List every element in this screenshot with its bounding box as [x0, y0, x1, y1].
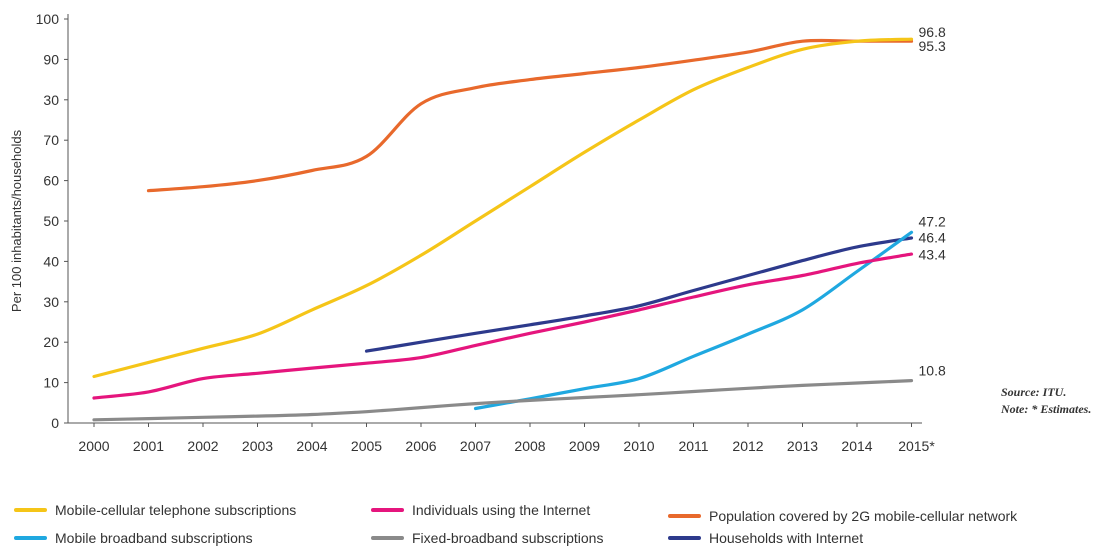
y-tick-label: 100 — [36, 11, 60, 27]
legend-swatch — [668, 514, 701, 518]
legend-label: Individuals using the Internet — [412, 502, 591, 518]
legend-item-fixed-broadband: Fixed-broadband subscriptions — [371, 530, 603, 546]
x-tick-label: 2001 — [133, 438, 164, 454]
x-tick-label: 2011 — [678, 438, 708, 454]
x-tick-label: 2005 — [351, 438, 382, 454]
legend-swatch — [668, 536, 701, 540]
series-line-mobile-broadband-subscriptions — [473, 230, 914, 411]
y-axis-title: Per 100 inhabitants/households — [9, 129, 24, 312]
x-tick-label: 2015* — [898, 438, 935, 454]
chart-series — [92, 37, 914, 422]
legend-label: Households with Internet — [709, 530, 864, 546]
x-tick-label: 2000 — [78, 438, 109, 454]
line-chart: 0 10 20 30 40 50 60 70 30 90 100 2000 2001 2002 2003 20… — [9, 11, 946, 454]
y-tick-label: 30 — [43, 92, 59, 108]
legend-item-mobile-broadband: Mobile broadband subscriptions — [14, 530, 253, 546]
legend-item-households-internet: Households with Internet — [668, 530, 863, 546]
x-tick-label: 2010 — [623, 438, 654, 454]
legend-swatch — [14, 508, 47, 512]
estimates-note: Note: * Estimates. — [1001, 402, 1092, 416]
legend-label: Fixed-broadband subscriptions — [412, 530, 604, 546]
y-tick-label: 60 — [43, 173, 59, 189]
legend-item-individuals-internet: Individuals using the Internet — [371, 502, 590, 518]
series-line-mobile-cellular-telephone-subscriptions — [92, 37, 914, 379]
legend-swatch — [371, 508, 404, 512]
x-tick-label: 2009 — [569, 438, 600, 454]
y-tick-label: 90 — [43, 51, 59, 67]
chart-axes: 0 10 20 30 40 50 60 70 30 90 100 2000 2001 2002 2003 20… — [9, 11, 935, 454]
y-tick-label: 20 — [43, 334, 59, 350]
x-tick-label: 2002 — [187, 438, 218, 454]
x-tick-label: 2008 — [514, 438, 545, 454]
legend-label: Population covered by 2G mobile-cellular… — [709, 508, 1018, 524]
end-value-label: 47.2 — [919, 213, 946, 229]
x-tick-label: 2006 — [405, 438, 436, 454]
x-tick-label: 2012 — [732, 438, 763, 454]
series-line-individuals-using-the-internet — [92, 252, 914, 400]
y-tick-label: 50 — [43, 213, 59, 229]
x-tick-label: 2003 — [242, 438, 273, 454]
legend-swatch — [14, 536, 47, 540]
x-tick-label: 2013 — [787, 438, 818, 454]
legend-swatch — [371, 536, 404, 540]
y-tick-label: 40 — [43, 253, 59, 269]
end-value-label: 96.8 — [919, 24, 946, 40]
end-value-label: 10.8 — [919, 363, 946, 379]
end-value-label: 43.4 — [919, 246, 946, 262]
series-line-households-with-internet — [364, 236, 914, 353]
legend-label: Mobile-cellular telephone subscriptions — [55, 502, 297, 518]
y-tick-label: 10 — [43, 375, 59, 391]
legend-label: Mobile broadband subscriptions — [55, 530, 253, 546]
chart-labels: 95.396.8 46.447.2 43.4 10.8 — [919, 24, 946, 378]
series-line-population-covered-by-2g-mobile-cellular-network — [146, 38, 914, 193]
x-tick-label: 2014 — [841, 438, 872, 454]
end-value-label: 46.4 — [919, 229, 946, 245]
y-tick-label: 0 — [51, 415, 59, 431]
legend-item-mobile-cellular: Mobile-cellular telephone subscriptions — [14, 502, 296, 518]
y-tick-label: 30 — [43, 294, 59, 310]
x-tick-label: 2007 — [460, 438, 491, 454]
end-value-label: 95.3 — [919, 38, 946, 54]
series-line-fixed-broadband-subscriptions — [92, 379, 914, 422]
x-tick-label: 2004 — [296, 438, 327, 454]
y-tick-label: 70 — [43, 132, 59, 148]
source-note: Source: ITU. — [1001, 385, 1067, 399]
legend-item-2g-coverage: Population covered by 2G mobile-cellular… — [668, 508, 1017, 524]
